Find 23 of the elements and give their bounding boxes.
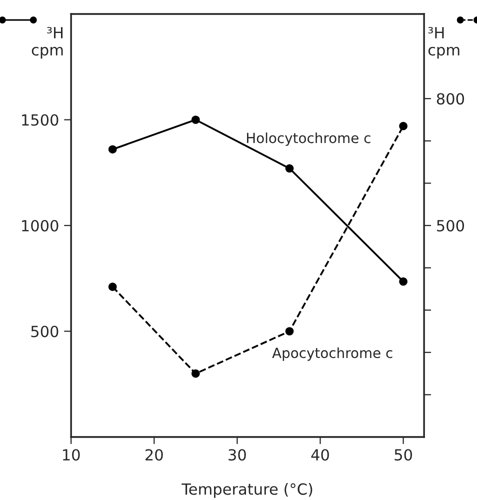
point bbox=[285, 164, 294, 173]
point bbox=[108, 282, 117, 291]
point bbox=[285, 327, 294, 336]
point bbox=[191, 116, 200, 124]
y-tick-label: 500 bbox=[31, 326, 58, 338]
y-axis-title: ³H cpm bbox=[32, 26, 63, 59]
x-tick-label: 30 bbox=[228, 449, 246, 461]
x-tick-label: 40 bbox=[311, 449, 329, 461]
x-tick-label: 50 bbox=[394, 449, 412, 461]
point bbox=[108, 145, 117, 154]
x-axis-title: Temperature (°C) bbox=[182, 483, 312, 498]
y2-axis-title: ³H cpm bbox=[428, 26, 460, 59]
x-tick-label: 20 bbox=[146, 449, 163, 461]
y2-tick-label: 500 bbox=[437, 220, 464, 232]
point bbox=[399, 277, 408, 286]
y-tick-label: 1500 bbox=[22, 114, 58, 126]
y2-tick-label: 800 bbox=[436, 93, 464, 105]
y-tick-label: 1000 bbox=[22, 220, 58, 232]
series-label: Holocytochrome c bbox=[247, 132, 370, 146]
point bbox=[191, 369, 200, 378]
point bbox=[399, 122, 408, 130]
series-label: Apocytochrome c bbox=[272, 347, 392, 361]
x-tick-label: 10 bbox=[63, 449, 80, 461]
